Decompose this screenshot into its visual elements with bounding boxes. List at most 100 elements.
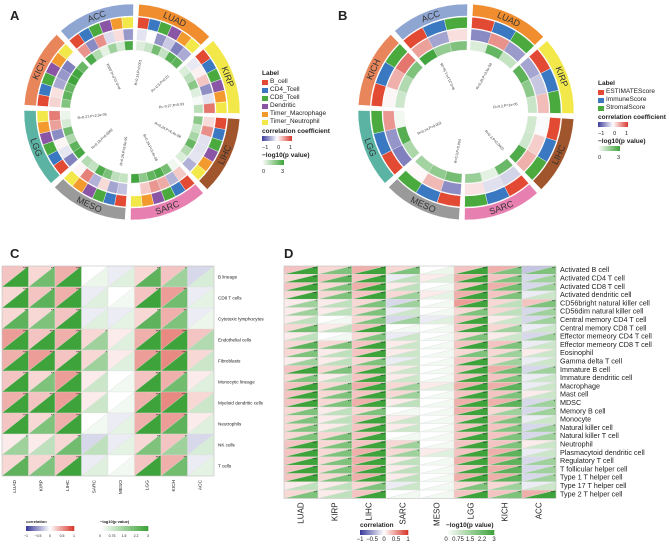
- significance-mark: **: [518, 399, 521, 403]
- significance-mark: ***: [381, 267, 386, 271]
- row-label: Type 2 T helper cell: [560, 489, 623, 498]
- legend-log-step: [146, 526, 149, 531]
- annotation-label: R=0.19,P=0.0002: [91, 128, 114, 150]
- significance-mark: ***: [313, 457, 318, 461]
- significance-mark: **: [25, 456, 28, 460]
- track-corr-cell: [130, 183, 142, 196]
- legend-log-step: [107, 526, 109, 531]
- sector-luad: [471, 3, 544, 46]
- row-label: Memory B cell: [560, 406, 606, 415]
- significance-mark: **: [314, 433, 317, 437]
- track-p-cell: [405, 60, 424, 80]
- significance-mark: **: [314, 416, 317, 420]
- significance-mark: **: [348, 466, 351, 470]
- significance-mark: **: [518, 267, 521, 271]
- legend-log-step: [471, 530, 473, 535]
- track-p-cell: [174, 150, 188, 164]
- significance-mark: ***: [76, 330, 81, 334]
- significance-mark: **: [348, 399, 351, 403]
- legend-a-labels: B_cell CD4_Tcell CD8_Tcell Dendritic Timer_M…: [262, 78, 330, 126]
- significance-mark: ***: [313, 267, 318, 271]
- legend-b-log-ticks: 0 3: [598, 154, 620, 162]
- legend-b-corr-gradient: [598, 122, 628, 127]
- significance-mark: ***: [381, 433, 386, 437]
- legend-corr-step: [400, 530, 403, 535]
- track-corr-cell: [395, 52, 417, 75]
- column-label: MESO: [433, 502, 442, 526]
- legend-log-step: [104, 526, 107, 531]
- row-label: CD8 T cells: [218, 296, 242, 301]
- track-corr-cell: [181, 156, 197, 172]
- significance-mark: *: [185, 267, 187, 271]
- sector-meso: [388, 178, 461, 220]
- annotation-label: R=0.14,P=0.001: [134, 59, 143, 85]
- legend-log-step: [142, 526, 144, 531]
- track-label-cell: [509, 30, 535, 54]
- track-corr-cell: [382, 110, 397, 132]
- legend-log-tick: 3: [147, 534, 149, 538]
- track-corr-cell: [48, 110, 61, 122]
- significance-mark: ***: [483, 291, 488, 295]
- legend-log-tick: 0: [99, 534, 101, 538]
- row-label: Neutrophils: [218, 422, 242, 427]
- significance-mark: ***: [76, 351, 81, 355]
- legend-swatch: [262, 87, 268, 93]
- significance-mark: **: [382, 408, 385, 412]
- legend-log-step: [102, 526, 104, 531]
- significance-mark: ***: [76, 372, 81, 376]
- significance-mark: ***: [23, 330, 28, 334]
- legend-corr-step: [41, 526, 44, 531]
- significance-mark: **: [348, 433, 351, 437]
- legend-a-label-title: Label: [262, 70, 279, 77]
- significance-mark: **: [518, 391, 521, 395]
- significance-mark: ***: [313, 441, 318, 445]
- legend-corr-step: [71, 526, 74, 531]
- legend-log-step: [483, 530, 485, 535]
- significance-mark: **: [51, 372, 54, 376]
- legend-entry: CD4_Tcell: [262, 86, 330, 94]
- significance-mark: ***: [381, 399, 386, 403]
- column-label: LGG: [144, 480, 150, 490]
- legend-log-step: [115, 526, 118, 531]
- legend-log-step: [100, 526, 102, 531]
- significance-mark: ***: [381, 457, 386, 461]
- legend-log-step: [461, 530, 464, 535]
- significance-mark: ***: [23, 372, 28, 376]
- legend-entry: ESTIMATEScore: [598, 88, 666, 96]
- sector-meso: [54, 178, 127, 220]
- track-p-cell: [464, 172, 483, 184]
- significance-mark: **: [382, 308, 385, 312]
- legend-a-log-title: −log10(p value): [262, 152, 310, 159]
- tick: 0: [277, 145, 281, 151]
- legend-log-step: [458, 530, 460, 535]
- significance-mark: **: [157, 435, 160, 439]
- legend-log-step: [486, 530, 489, 535]
- significance-mark: ***: [76, 288, 81, 292]
- sector-sarc: [130, 183, 204, 220]
- significance-mark: ***: [483, 300, 488, 304]
- track-p-cell: [498, 51, 518, 70]
- row-label: Plasmacytoid dendritic cell: [560, 448, 645, 457]
- legend-corr-step: [376, 530, 379, 535]
- significance-mark: ***: [483, 399, 488, 403]
- significance-mark: **: [348, 291, 351, 295]
- legend-log-step: [491, 530, 494, 535]
- significance-mark: ***: [76, 267, 81, 271]
- track-p-cell: [76, 60, 90, 74]
- significance-mark: ***: [313, 474, 318, 478]
- track-corr-cell: [72, 161, 88, 177]
- legend-log-step: [488, 530, 490, 535]
- track-corr-cell: [464, 181, 486, 196]
- significance-mark: *: [418, 449, 420, 453]
- significance-mark: ***: [483, 416, 488, 420]
- significance-mark: **: [518, 474, 521, 478]
- legend-log-tick: 3: [492, 537, 496, 543]
- sector-lgg: [23, 110, 61, 184]
- track-label-cell: [384, 43, 408, 69]
- track-corr-cell: [203, 102, 216, 114]
- legend-log-step: [454, 530, 456, 535]
- significance-mark: ***: [156, 330, 161, 334]
- legend-log-step: [112, 526, 114, 531]
- significance-mark: **: [184, 372, 187, 376]
